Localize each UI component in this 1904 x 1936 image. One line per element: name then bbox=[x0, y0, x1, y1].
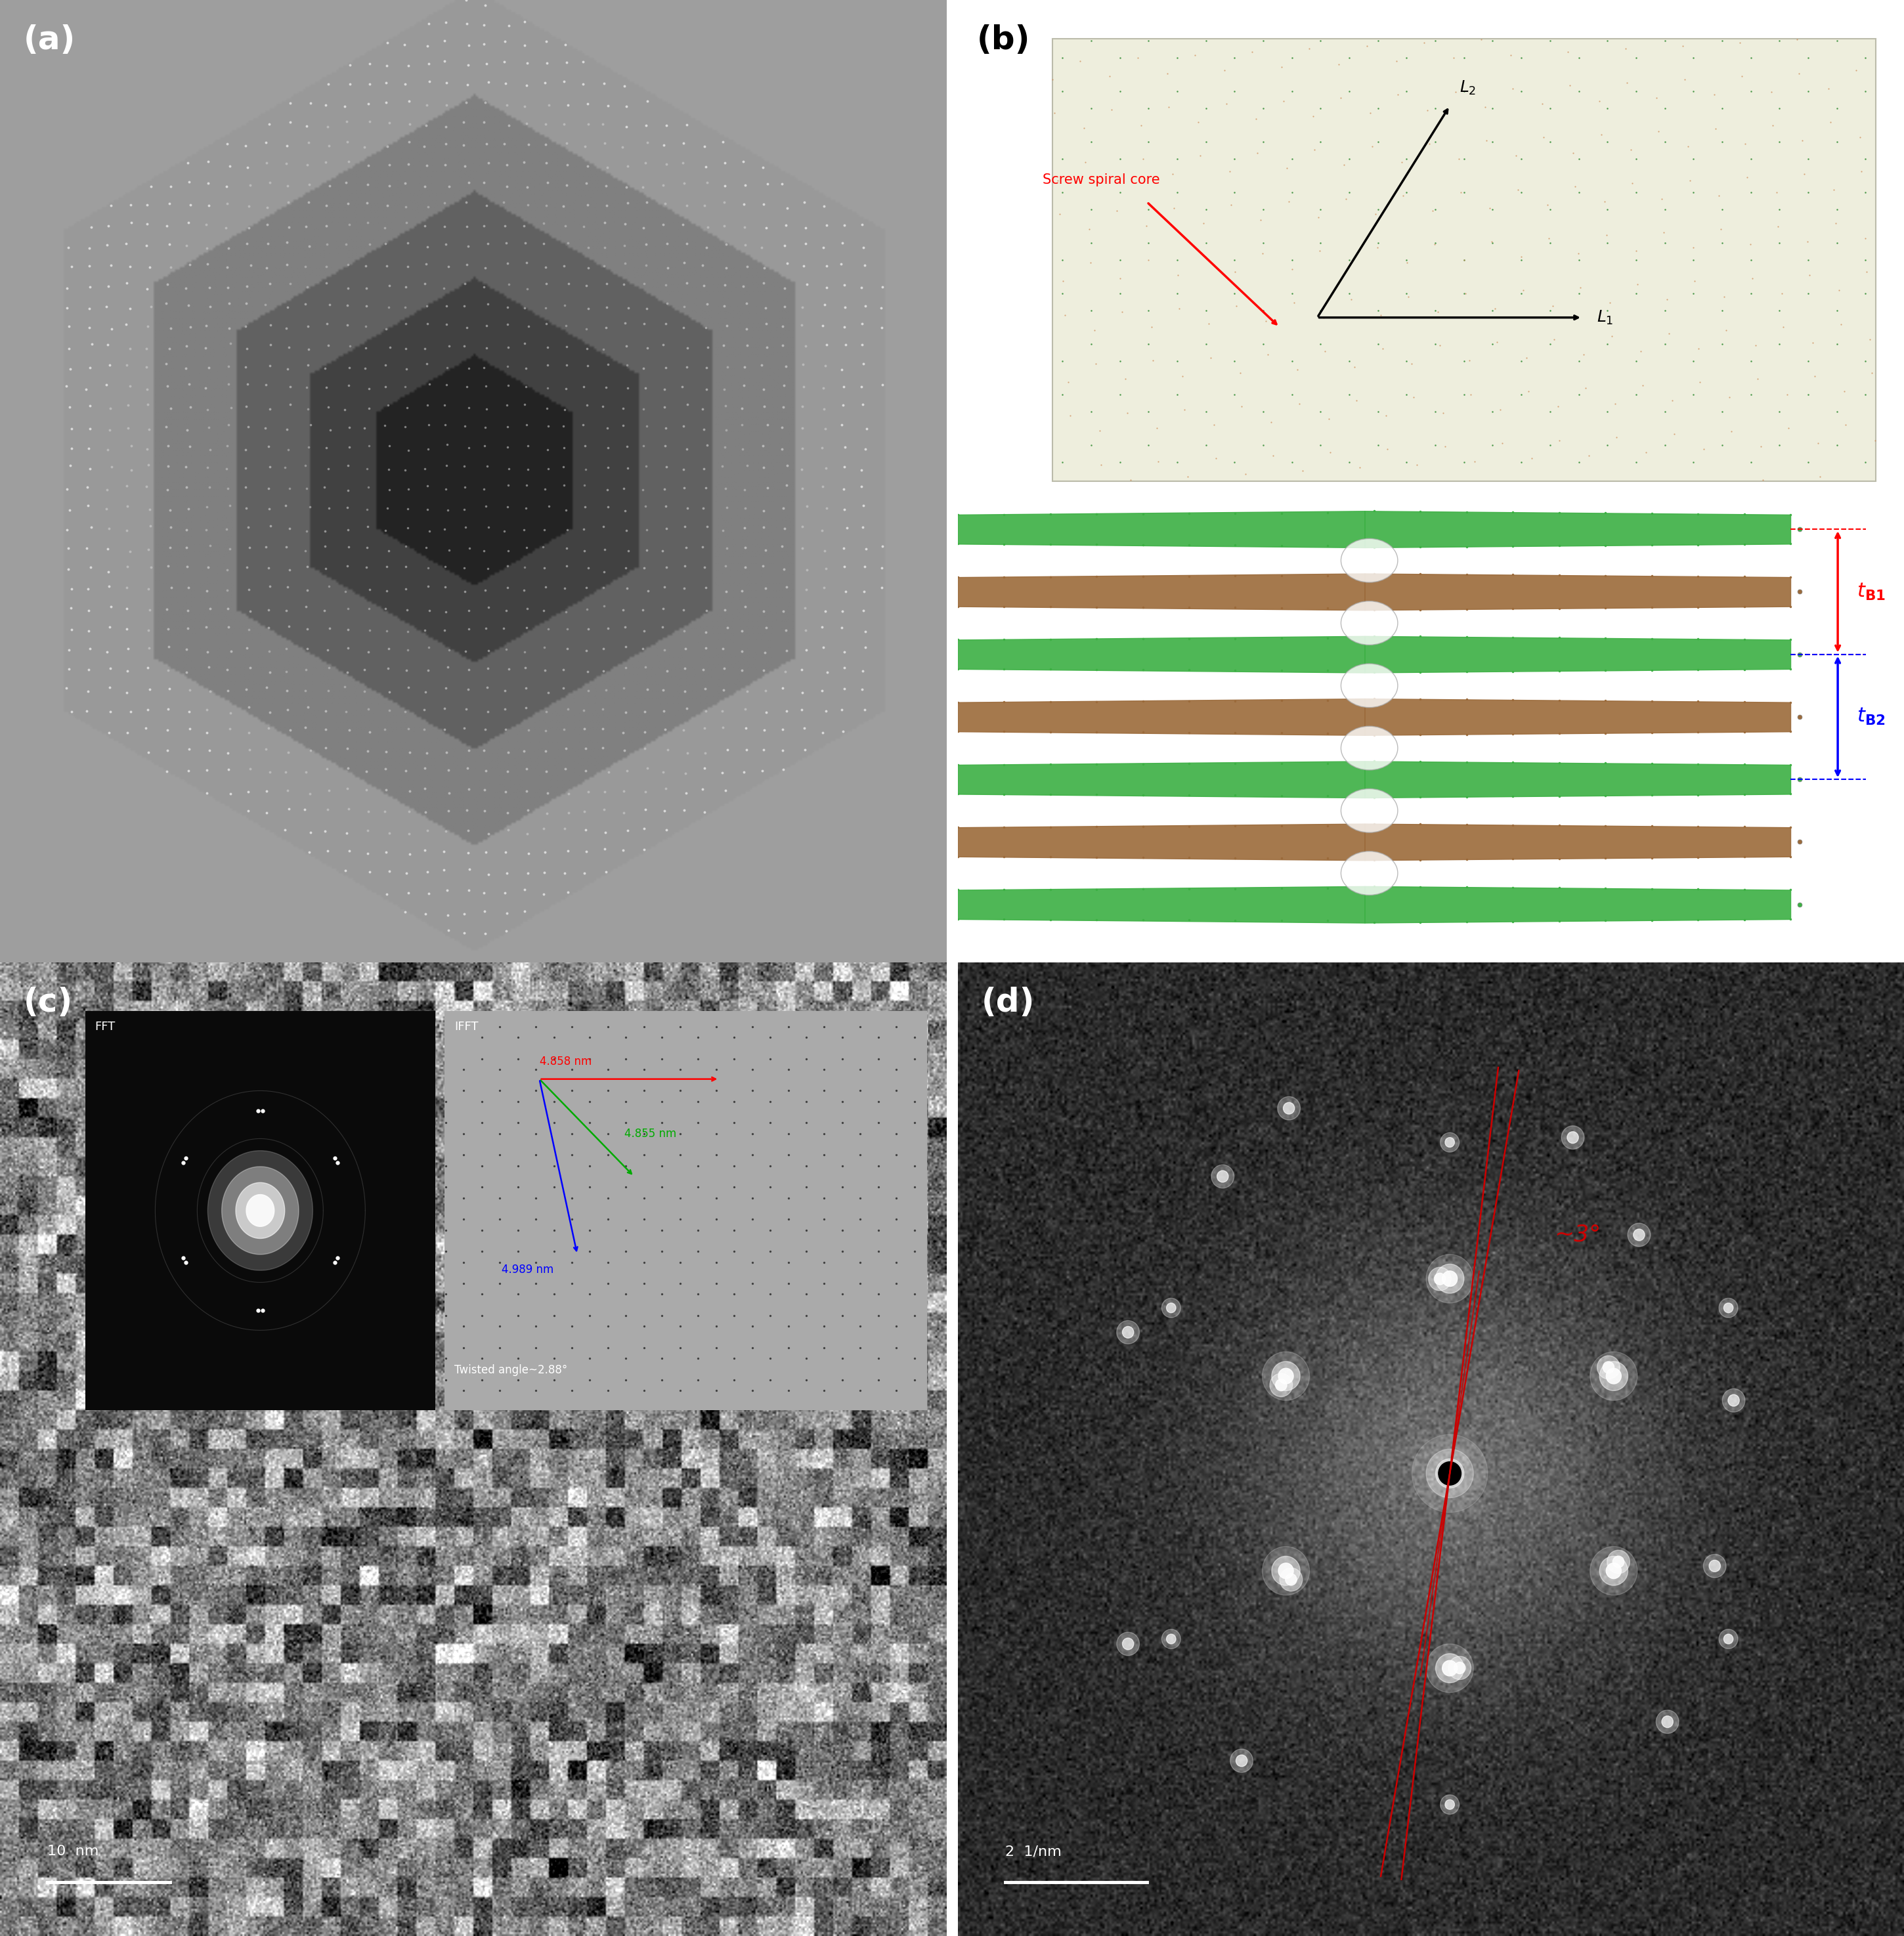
Circle shape bbox=[1278, 1369, 1293, 1384]
Circle shape bbox=[1438, 1462, 1460, 1485]
Text: $\mathbf{\mathit{t}}_{\mathbf{B2}}$: $\mathbf{\mathit{t}}_{\mathbf{B2}}$ bbox=[1856, 707, 1885, 728]
Text: 4.989 nm: 4.989 nm bbox=[501, 1264, 554, 1276]
Text: $\mathbf{\mathit{t}}_{\mathbf{B1}}$: $\mathbf{\mathit{t}}_{\mathbf{B1}}$ bbox=[1856, 581, 1885, 602]
Text: FFT: FFT bbox=[95, 1020, 114, 1032]
Circle shape bbox=[1662, 1715, 1674, 1727]
Circle shape bbox=[1161, 1630, 1180, 1649]
Circle shape bbox=[1279, 1568, 1302, 1591]
Circle shape bbox=[1723, 1388, 1746, 1411]
Polygon shape bbox=[221, 1167, 299, 1255]
Text: 10  nm: 10 nm bbox=[48, 1845, 99, 1859]
Circle shape bbox=[1561, 1127, 1584, 1150]
Polygon shape bbox=[246, 1195, 274, 1227]
Text: (c): (c) bbox=[23, 987, 72, 1018]
Circle shape bbox=[1723, 1634, 1733, 1644]
Circle shape bbox=[1607, 1369, 1620, 1384]
Circle shape bbox=[1211, 1165, 1234, 1189]
Circle shape bbox=[1607, 1551, 1630, 1574]
Circle shape bbox=[1116, 1320, 1139, 1344]
Circle shape bbox=[1729, 1394, 1740, 1406]
Ellipse shape bbox=[1340, 602, 1398, 645]
Circle shape bbox=[1217, 1171, 1228, 1183]
Ellipse shape bbox=[1340, 788, 1398, 832]
Text: 4.858 nm: 4.858 nm bbox=[539, 1055, 592, 1067]
Circle shape bbox=[1270, 1373, 1293, 1396]
Circle shape bbox=[1272, 1557, 1300, 1586]
Ellipse shape bbox=[1340, 726, 1398, 771]
Circle shape bbox=[1434, 1274, 1445, 1286]
Circle shape bbox=[1278, 1096, 1300, 1119]
Circle shape bbox=[1719, 1630, 1738, 1649]
Circle shape bbox=[1628, 1224, 1651, 1247]
Circle shape bbox=[1590, 1351, 1637, 1400]
Circle shape bbox=[1167, 1303, 1177, 1313]
Polygon shape bbox=[236, 1183, 286, 1239]
Circle shape bbox=[1567, 1133, 1578, 1144]
Polygon shape bbox=[208, 1150, 312, 1270]
Text: Screw spiral core: Screw spiral core bbox=[1043, 172, 1160, 186]
Ellipse shape bbox=[1340, 538, 1398, 583]
Circle shape bbox=[1413, 1435, 1487, 1512]
Circle shape bbox=[1704, 1555, 1727, 1578]
Text: Twisted angle~2.88°: Twisted angle~2.88° bbox=[455, 1365, 567, 1376]
Circle shape bbox=[1436, 1460, 1464, 1489]
Circle shape bbox=[1441, 1661, 1457, 1677]
Circle shape bbox=[1597, 1355, 1620, 1378]
Circle shape bbox=[1607, 1562, 1620, 1578]
Circle shape bbox=[1441, 1466, 1457, 1481]
Circle shape bbox=[1436, 1653, 1464, 1682]
Circle shape bbox=[1455, 1663, 1466, 1675]
Ellipse shape bbox=[1340, 852, 1398, 894]
Circle shape bbox=[1710, 1560, 1721, 1572]
Circle shape bbox=[1285, 1574, 1297, 1586]
Circle shape bbox=[1656, 1709, 1679, 1733]
Bar bbox=[1053, 39, 1875, 480]
Circle shape bbox=[1426, 1644, 1474, 1692]
Circle shape bbox=[1599, 1361, 1628, 1390]
Circle shape bbox=[1439, 1133, 1458, 1152]
Ellipse shape bbox=[1340, 664, 1398, 707]
Circle shape bbox=[1276, 1378, 1287, 1390]
Circle shape bbox=[1441, 1270, 1457, 1286]
Text: (b): (b) bbox=[977, 23, 1030, 56]
Circle shape bbox=[1283, 1102, 1295, 1113]
Circle shape bbox=[1445, 1138, 1455, 1148]
Text: 2  1/nm: 2 1/nm bbox=[1005, 1845, 1061, 1859]
Circle shape bbox=[1723, 1303, 1733, 1313]
Bar bbox=[86, 1011, 436, 1409]
Circle shape bbox=[1603, 1361, 1615, 1373]
Circle shape bbox=[1439, 1795, 1458, 1814]
Circle shape bbox=[1613, 1557, 1624, 1568]
Circle shape bbox=[1590, 1547, 1637, 1595]
Circle shape bbox=[1426, 1448, 1474, 1498]
Circle shape bbox=[1447, 1471, 1453, 1477]
Circle shape bbox=[1121, 1326, 1133, 1338]
Text: $L_1$: $L_1$ bbox=[1596, 310, 1613, 325]
Circle shape bbox=[1167, 1634, 1177, 1644]
Circle shape bbox=[1161, 1299, 1180, 1318]
Circle shape bbox=[1236, 1754, 1247, 1766]
Circle shape bbox=[1428, 1268, 1451, 1291]
Text: (a): (a) bbox=[23, 23, 76, 56]
Text: (d): (d) bbox=[981, 987, 1034, 1018]
Circle shape bbox=[1449, 1657, 1472, 1680]
Text: IFFT: IFFT bbox=[455, 1020, 478, 1032]
Circle shape bbox=[1262, 1351, 1310, 1400]
Circle shape bbox=[1599, 1557, 1628, 1586]
Circle shape bbox=[1278, 1562, 1293, 1578]
Circle shape bbox=[1116, 1632, 1139, 1655]
Circle shape bbox=[1230, 1748, 1253, 1771]
Text: 4.855 nm: 4.855 nm bbox=[625, 1129, 676, 1140]
Circle shape bbox=[1436, 1264, 1464, 1293]
Bar bbox=[446, 1011, 927, 1409]
Text: ~3°: ~3° bbox=[1554, 1224, 1601, 1247]
Circle shape bbox=[1426, 1255, 1474, 1303]
Circle shape bbox=[1445, 1800, 1455, 1810]
Circle shape bbox=[1272, 1361, 1300, 1390]
Circle shape bbox=[1121, 1638, 1133, 1649]
Circle shape bbox=[1634, 1229, 1645, 1241]
Text: $L_2$: $L_2$ bbox=[1458, 79, 1476, 97]
Circle shape bbox=[1262, 1547, 1310, 1595]
Circle shape bbox=[1719, 1299, 1738, 1318]
